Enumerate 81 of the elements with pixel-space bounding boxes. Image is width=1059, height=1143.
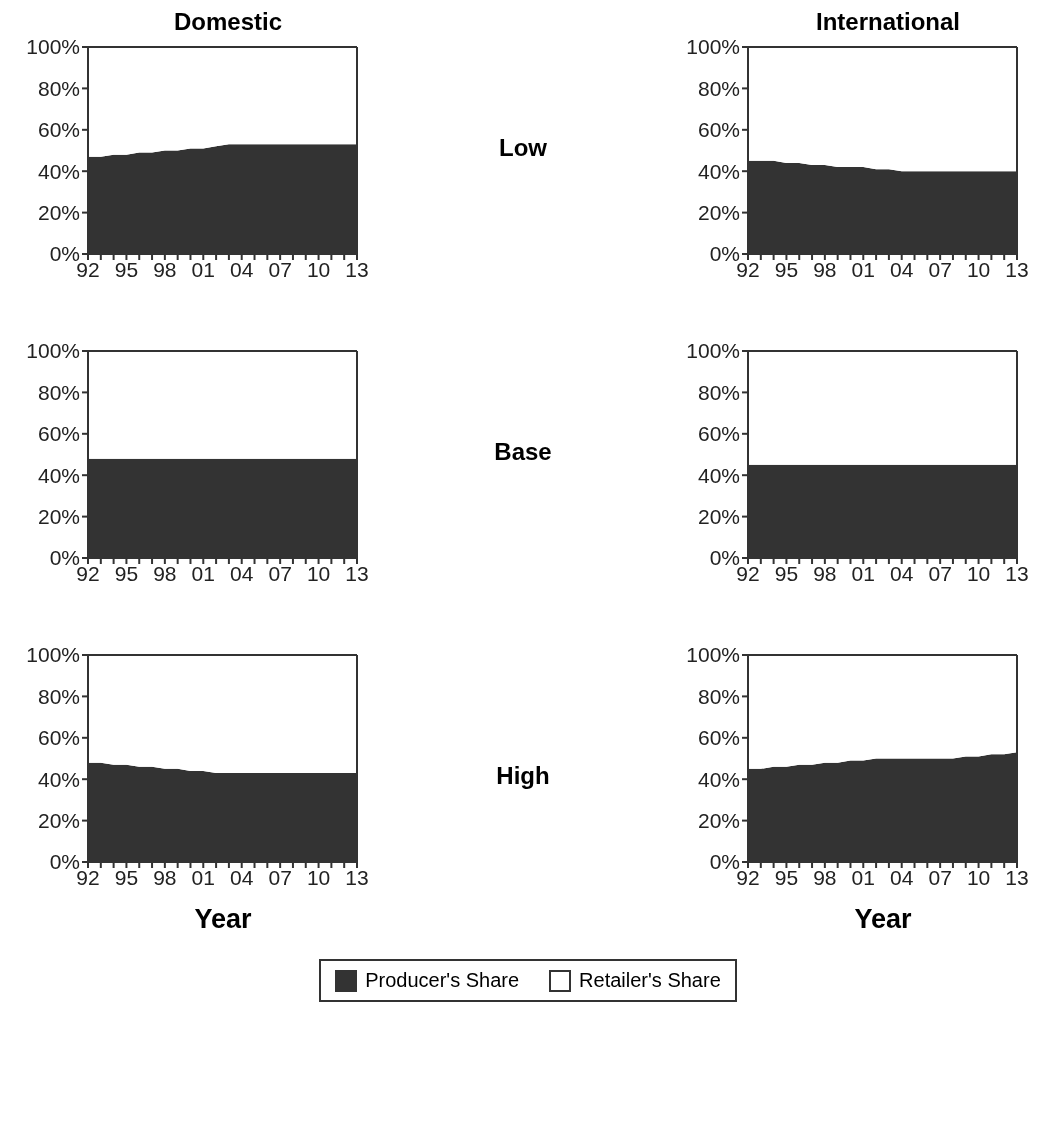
x-tick-label: 95	[774, 865, 799, 889]
y-tick-label: 40%	[37, 767, 80, 791]
y-tick-label: 80%	[37, 76, 80, 100]
x-tick-label: 01	[191, 865, 215, 889]
x-tick-label: 95	[114, 561, 139, 585]
x-tick-label: 01	[191, 561, 215, 585]
y-tick-label: 80%	[37, 380, 80, 404]
x-tick-label: 07	[268, 257, 292, 281]
y-tick-label: 100%	[686, 643, 740, 667]
y-tick-label: 20%	[37, 201, 80, 225]
chart-title: International	[815, 8, 960, 35]
x-tick-label: 95	[114, 257, 139, 281]
legend-label: Producer's Share	[365, 969, 520, 992]
y-tick-label: 20%	[697, 505, 740, 529]
x-tick-label: 13	[345, 257, 369, 281]
x-tick-label: 10	[966, 561, 991, 585]
y-tick-label: 100%	[26, 339, 80, 363]
chart-title: Domestic	[173, 8, 283, 35]
x-tick-label: 10	[306, 561, 331, 585]
legend-label: Retailer's Share	[579, 969, 721, 992]
y-tick-label: 60%	[37, 726, 80, 750]
x-tick-label: 01	[191, 257, 215, 281]
y-tick-label: 20%	[37, 809, 80, 833]
y-tick-label: 60%	[37, 118, 80, 142]
x-tick-label: 04	[890, 257, 914, 281]
x-tick-label: 07	[928, 865, 952, 889]
y-tick-label: 60%	[697, 422, 740, 446]
x-tick-label: 13	[1005, 257, 1029, 281]
y-tick-label: 80%	[697, 76, 740, 100]
x-tick-label: 01	[851, 257, 875, 281]
y-tick-label: 40%	[37, 463, 80, 487]
x-tick-label: 04	[890, 561, 914, 585]
y-tick-label: 40%	[37, 159, 80, 183]
x-tick-label: 95	[774, 561, 799, 585]
x-tick-label: 98	[153, 865, 177, 889]
y-tick-label: 60%	[697, 118, 740, 142]
x-tick-label: 10	[306, 865, 331, 889]
x-tick-label: 13	[345, 561, 369, 585]
x-tick-label: 07	[928, 561, 952, 585]
y-tick-label: 80%	[697, 684, 740, 708]
x-tick-label: 95	[114, 865, 139, 889]
x-tick-label: 01	[851, 865, 875, 889]
y-tick-label: 80%	[37, 684, 80, 708]
x-axis-title: Year	[193, 904, 253, 935]
x-tick-label: 07	[928, 257, 952, 281]
text: High	[495, 761, 551, 790]
x-axis-title: Year	[853, 904, 913, 935]
y-tick-label: 100%	[686, 35, 740, 59]
x-tick-label: 98	[813, 561, 837, 585]
y-tick-label: 100%	[26, 643, 80, 667]
x-tick-label: 04	[230, 865, 254, 889]
y-tick-label: 100%	[26, 35, 80, 59]
y-tick-label: 20%	[697, 201, 740, 225]
x-tick-label: 98	[153, 561, 177, 585]
x-tick-label: 10	[966, 257, 991, 281]
x-tick-label: 98	[153, 257, 177, 281]
x-tick-label: 95	[774, 257, 799, 281]
x-tick-label: 10	[966, 865, 991, 889]
text: Base	[493, 438, 553, 466]
x-tick-label: 04	[890, 865, 914, 889]
y-tick-label: 100%	[686, 339, 740, 363]
x-tick-label: 04	[230, 561, 254, 585]
y-tick-label: 80%	[697, 380, 740, 404]
x-tick-label: 01	[851, 561, 875, 585]
y-tick-label: 40%	[697, 767, 740, 791]
x-tick-label: 98	[813, 257, 837, 281]
y-tick-label: 60%	[37, 422, 80, 446]
y-tick-label: 20%	[697, 809, 740, 833]
x-tick-label: 10	[306, 257, 331, 281]
x-tick-label: 13	[345, 865, 369, 889]
y-tick-label: 60%	[697, 726, 740, 750]
y-tick-label: 20%	[37, 505, 80, 529]
x-tick-label: 07	[268, 865, 292, 889]
x-tick-label: 07	[268, 561, 292, 585]
y-tick-label: 40%	[697, 463, 740, 487]
x-tick-label: 13	[1005, 865, 1029, 889]
text: Low	[498, 134, 548, 162]
x-tick-label: 98	[813, 865, 837, 889]
x-tick-label: 13	[1005, 561, 1029, 585]
y-tick-label: 40%	[697, 159, 740, 183]
x-tick-label: 04	[230, 257, 254, 281]
